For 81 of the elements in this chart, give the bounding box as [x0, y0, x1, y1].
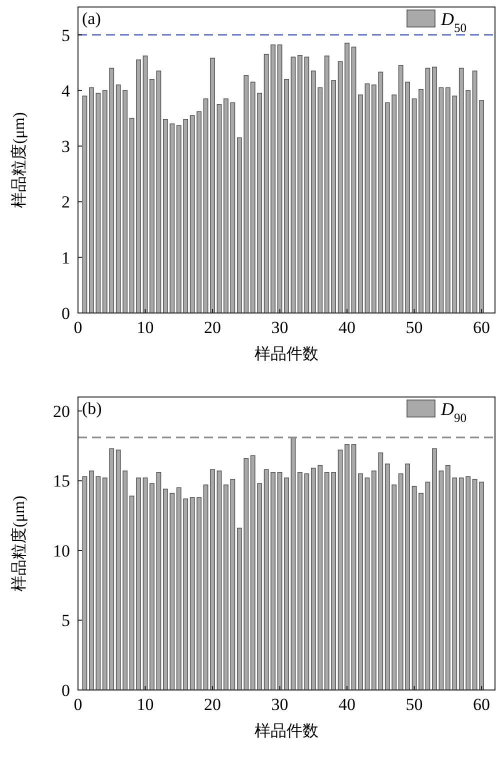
bar: [425, 68, 430, 314]
bar: [284, 78, 289, 314]
bar: [284, 478, 289, 690]
x-tick-label: 40: [338, 318, 356, 337]
bar: [277, 472, 282, 690]
bar: [210, 58, 215, 314]
legend-label: D$_{50}$: [440, 9, 467, 35]
x-tick-label: 10: [136, 695, 154, 714]
x-tick-label: 20: [204, 695, 222, 714]
bar: [216, 470, 222, 690]
bar: [290, 437, 296, 690]
x-axis-title: 样品件数: [254, 722, 318, 740]
bar: [224, 484, 228, 690]
y-tick-label: 15: [53, 472, 70, 491]
bar: [150, 483, 154, 690]
chart-title: (b): [82, 399, 102, 418]
bar: [129, 118, 134, 314]
bar: [351, 46, 356, 314]
bar: [142, 56, 148, 314]
x-tick-label: 0: [74, 318, 82, 337]
bar: [203, 484, 208, 690]
bar: [142, 478, 148, 690]
y-axis-title: 样品粒度(μm): [10, 496, 28, 592]
x-tick-label: 50: [406, 318, 423, 337]
bar: [418, 492, 424, 690]
y-axis-title: 样品粒度(μm): [10, 112, 28, 208]
bar: [418, 88, 424, 314]
bar: [156, 70, 162, 314]
bar: [438, 470, 444, 690]
bar: [432, 66, 437, 314]
x-tick-label: 30: [271, 318, 288, 337]
bar: [82, 476, 88, 690]
bar: [290, 56, 296, 314]
y-tick-label: 3: [62, 137, 70, 156]
bar: [150, 78, 154, 314]
x-tick-label: 40: [338, 695, 356, 714]
bar: [129, 496, 134, 690]
y-tick-label: 0: [62, 681, 70, 700]
bar: [277, 44, 282, 314]
bar: [412, 98, 417, 314]
y-tick-label: 20: [53, 402, 70, 421]
x-axis-title: 样品件数: [254, 345, 318, 363]
bar: [351, 444, 356, 690]
bar: [156, 472, 162, 690]
y-tick-label: 1: [62, 248, 70, 268]
y-tick-label: 0: [62, 304, 70, 323]
bar: [210, 469, 215, 690]
bar: [412, 486, 417, 690]
y-tick-label: 2: [62, 192, 70, 212]
bar: [358, 94, 363, 314]
legend-label: D$_{90}$: [440, 399, 467, 425]
bar: [136, 60, 141, 314]
bar: [364, 83, 370, 314]
bar: [432, 448, 437, 690]
bar: [338, 450, 343, 690]
bar: [344, 42, 350, 314]
x-tick-label: 60: [473, 695, 490, 714]
bar: [203, 98, 208, 314]
bar: [82, 96, 88, 314]
y-tick-label: 10: [53, 541, 70, 560]
x-tick-label: 50: [406, 695, 423, 714]
x-tick-label: 10: [136, 318, 154, 337]
y-tick-label: 5: [62, 26, 70, 45]
bar: [230, 102, 236, 314]
x-tick-label: 20: [204, 318, 222, 337]
bar: [344, 444, 350, 690]
y-tick-label: 5: [62, 611, 70, 630]
x-tick-label: 30: [271, 695, 288, 714]
y-tick-label: 4: [62, 81, 70, 100]
bar: [358, 473, 363, 690]
bar: [216, 104, 222, 314]
bar: [438, 87, 444, 314]
x-tick-label: 60: [473, 318, 490, 337]
bar: [230, 478, 236, 690]
bar: [425, 482, 430, 690]
chart-title: (a): [82, 9, 101, 28]
bar: [338, 61, 343, 314]
bar: [364, 478, 370, 690]
bar: [136, 478, 141, 690]
bar: [224, 98, 228, 314]
x-tick-label: 0: [74, 695, 82, 714]
